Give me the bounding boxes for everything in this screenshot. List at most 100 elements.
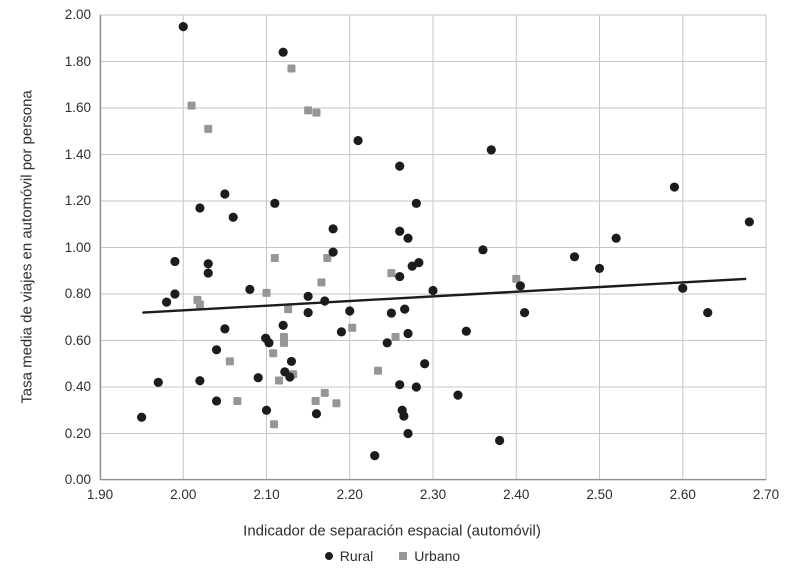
data-point-rural	[328, 247, 338, 257]
data-point-rural	[400, 304, 410, 314]
data-point-rural	[495, 435, 505, 446]
data-point-rural	[345, 306, 355, 316]
data-point-rural	[178, 22, 188, 32]
data-point-rural	[245, 284, 255, 294]
legend-label-urbano: Urbano	[414, 548, 461, 564]
y-tick-label: 2.00	[64, 7, 91, 22]
data-point-rural	[220, 189, 230, 199]
data-point-rural	[407, 261, 417, 271]
data-point-urbano	[312, 108, 321, 117]
data-point-rural	[399, 411, 409, 421]
data-point-rural	[382, 338, 392, 348]
data-point-rural	[569, 252, 580, 262]
data-point-rural	[703, 308, 713, 318]
urbano-marker-icon	[399, 552, 408, 560]
legend-item-rural: Rural	[324, 548, 374, 564]
data-point-rural	[211, 396, 222, 406]
data-point-urbano	[348, 323, 357, 332]
data-point-rural	[264, 338, 274, 348]
data-point-rural	[286, 356, 297, 367]
legend: Rural Urbano	[0, 548, 785, 564]
data-point-rural	[519, 308, 530, 318]
data-point-rural	[403, 428, 413, 439]
data-point-urbano	[287, 64, 296, 73]
data-point-rural	[162, 297, 172, 307]
data-point-rural	[411, 382, 421, 392]
data-point-urbano	[311, 396, 320, 405]
data-point-urbano	[269, 349, 278, 358]
data-point-urbano	[391, 333, 400, 342]
data-point-rural	[386, 308, 396, 318]
data-point-rural	[744, 217, 754, 227]
data-point-urbano	[262, 288, 271, 297]
data-point-urbano	[387, 269, 396, 278]
data-point-rural	[453, 390, 463, 400]
data-point-urbano	[225, 357, 234, 366]
data-point-rural	[203, 268, 213, 278]
data-point-urbano	[332, 399, 341, 408]
data-point-rural	[285, 372, 295, 382]
data-point-rural	[678, 283, 688, 293]
data-point-urbano	[284, 305, 293, 314]
data-point-rural	[270, 198, 280, 208]
data-point-rural	[137, 412, 147, 422]
data-point-rural	[515, 281, 526, 291]
data-point-rural	[303, 291, 313, 301]
y-axis-tick-labels: 0.00 0.20 0.40 0.60 0.80 1.00 1.20 1.40 1.60 1.80…	[0, 0, 91, 584]
x-tick-label: 2.40	[503, 487, 530, 502]
data-point-rural	[669, 182, 680, 192]
legend-item-urbano: Urbano	[399, 548, 460, 564]
x-tick-label: 2.70	[752, 487, 780, 502]
data-point-rural	[170, 256, 180, 267]
data-point-rural	[220, 324, 230, 334]
data-point-urbano	[512, 274, 521, 283]
data-point-urbano	[269, 420, 278, 429]
data-point-rural	[353, 135, 363, 146]
y-tick-label: 1.20	[64, 193, 91, 208]
data-point-rural	[395, 380, 405, 390]
data-point-rural	[461, 326, 471, 336]
x-tick-label: 2.10	[253, 487, 280, 502]
trend-line	[142, 277, 747, 314]
data-point-rural	[594, 263, 605, 274]
legend-label-rural: Rural	[339, 548, 374, 564]
x-tick-label: 2.50	[586, 487, 613, 502]
data-point-urbano	[204, 124, 213, 133]
data-point-rural	[370, 450, 380, 461]
data-point-rural	[278, 47, 288, 57]
data-point-rural	[403, 328, 413, 339]
data-point-rural	[303, 308, 313, 318]
data-point-rural	[428, 285, 438, 296]
data-point-rural	[311, 409, 322, 419]
data-point-rural	[328, 224, 338, 234]
x-tick-label: 2.20	[336, 487, 363, 502]
data-point-rural	[170, 289, 180, 299]
y-tick-label: 0.00	[64, 472, 91, 487]
y-tick-label: 0.40	[64, 379, 91, 394]
x-tick-label: 2.60	[669, 487, 696, 502]
y-tick-label: 1.60	[64, 100, 91, 115]
data-point-rural	[420, 359, 430, 369]
x-tick-label: 1.90	[86, 487, 114, 502]
data-point-rural	[211, 345, 222, 355]
data-point-rural	[195, 376, 205, 386]
y-tick-label: 1.00	[64, 239, 91, 255]
y-tick-label: 0.20	[64, 425, 91, 441]
data-point-rural	[336, 327, 347, 337]
data-point-rural	[403, 233, 413, 243]
data-point-rural	[253, 373, 263, 383]
x-tick-label: 2.30	[419, 487, 447, 502]
data-point-rural	[478, 245, 488, 255]
data-point-urbano	[317, 278, 326, 287]
data-point-rural	[195, 203, 205, 213]
data-point-urbano	[270, 253, 279, 262]
y-tick-label: 0.60	[64, 332, 91, 348]
data-point-rural	[395, 161, 405, 171]
x-axis-title: Indicador de separación espacial (automó…	[243, 522, 541, 540]
data-point-rural	[153, 377, 163, 387]
data-point-rural	[203, 259, 213, 269]
data-point-urbano	[279, 338, 288, 347]
data-point-urbano	[187, 101, 196, 110]
